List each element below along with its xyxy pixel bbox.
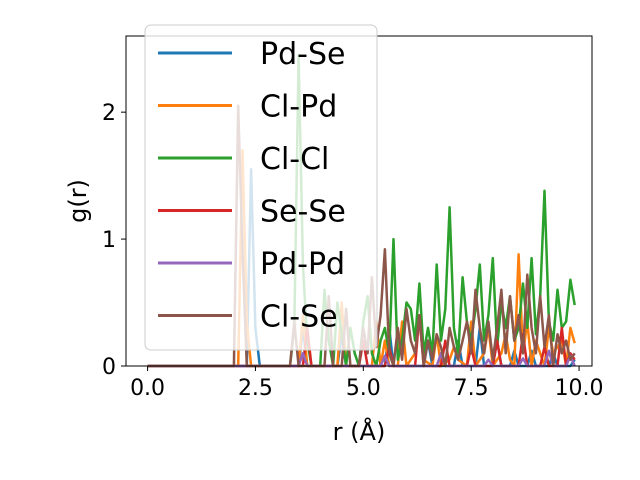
legend-label-cl-pd: Cl-Pd	[260, 90, 337, 125]
x-tick-label: 5.0	[346, 376, 381, 401]
legend-label-pd-pd: Pd-Pd	[260, 247, 345, 282]
legend: Pd-Se Cl-Pd Cl-Cl Se-Se Pd-Pd Cl-Se	[144, 24, 378, 351]
x-tick-label: 2.5	[238, 376, 273, 401]
legend-label-cl-se: Cl-Se	[260, 300, 338, 335]
legend-label-cl-cl: Cl-Cl	[260, 142, 329, 177]
y-tick-label: 2	[102, 101, 116, 126]
x-tick-label: 10.0	[555, 376, 604, 401]
y-axis-ticks: 0 1 2	[102, 101, 126, 380]
x-axis-ticks: 0.0 2.5 5.0 7.5 10.0	[130, 366, 604, 401]
legend-label-pd-se: Pd-Se	[260, 37, 345, 72]
x-tick-label: 0.0	[130, 376, 165, 401]
x-axis-label: r (Å)	[333, 417, 386, 446]
legend-label-se-se: Se-Se	[260, 195, 346, 230]
y-axis-label: g(r)	[64, 179, 92, 223]
x-tick-label: 7.5	[454, 376, 489, 401]
y-tick-label: 0	[102, 355, 116, 380]
y-tick-label: 1	[102, 228, 116, 253]
